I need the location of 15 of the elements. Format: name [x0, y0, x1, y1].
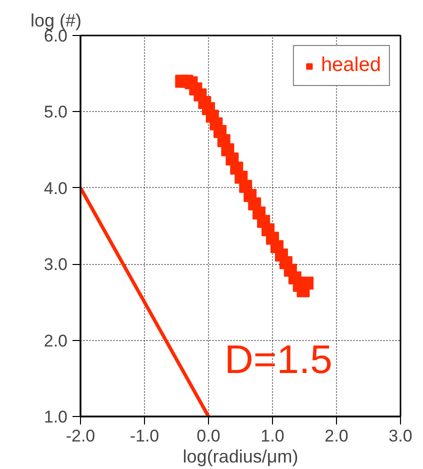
x-tick-label: 2.0 [324, 426, 348, 446]
y-tick-label: 5.0 [44, 102, 68, 122]
x-axis-title: log(radius/μm) [182, 446, 298, 466]
legend-label: healed [320, 54, 381, 77]
point [300, 276, 314, 290]
x-tick-label: 0.0 [196, 426, 220, 446]
x-tick-label: -1.0 [130, 426, 160, 446]
x-tick-label: 3.0 [388, 426, 412, 446]
y-tick-label: 1.0 [44, 408, 68, 426]
x-tick-label: 1.0 [260, 426, 284, 446]
x-tick-label: -2.0 [66, 426, 96, 446]
y-tick-label: 2.0 [44, 331, 68, 350]
y-tick-label: 3.0 [44, 255, 68, 274]
annotation: D=1.5 [224, 338, 332, 382]
y-tick-label: 4.0 [44, 178, 68, 198]
